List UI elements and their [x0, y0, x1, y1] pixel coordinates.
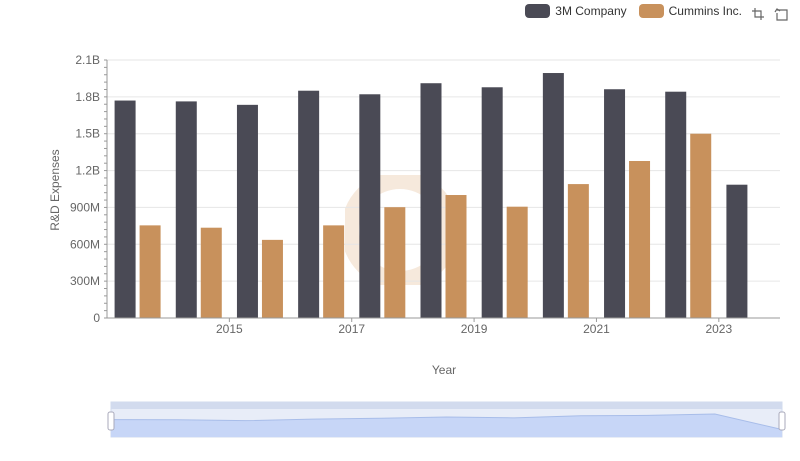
bar-cummins-2018[interactable]	[384, 207, 406, 318]
y-tick-label: 1.5B	[75, 127, 100, 141]
y-axis-label: R&D Expenses	[48, 149, 62, 230]
slider-top-bar[interactable]	[111, 402, 782, 409]
slider-preview-area	[111, 414, 782, 437]
bar-cummins-2019[interactable]	[445, 195, 467, 318]
slider-handle-left[interactable]	[107, 411, 115, 431]
y-tick-label: 900M	[70, 200, 100, 214]
bar-cummins-2022[interactable]	[629, 160, 651, 318]
x-tick-label: 2015	[216, 322, 243, 336]
legend-swatch-cummins	[638, 4, 664, 18]
x-tick-label: 2017	[338, 322, 365, 336]
bar-3m-2021[interactable]	[542, 73, 564, 318]
y-tick-label: 300M	[70, 274, 100, 288]
zoom-slider[interactable]	[107, 401, 786, 438]
y-axis: 0 300M 600M 900M 1.2B 1.5B 1.8B 2.1B	[70, 53, 108, 325]
bar-cummins-2015[interactable]	[200, 227, 222, 318]
bar-cummins-2021[interactable]	[567, 184, 589, 318]
bar-3m-2022[interactable]	[604, 89, 626, 319]
legend-item-cummins[interactable]: Cummins Inc.	[638, 4, 742, 18]
legend-item-3m[interactable]: 3M Company	[525, 4, 627, 18]
y-tick-label: 0	[93, 311, 100, 325]
legend-label-cummins: Cummins Inc.	[668, 4, 742, 18]
bar-3m-2020[interactable]	[481, 87, 503, 318]
y-tick-label: 600M	[70, 237, 100, 251]
legend-swatch-3m	[525, 4, 551, 18]
bar-3m-2023[interactable]	[665, 91, 687, 318]
bar-3m-2019[interactable]	[420, 83, 442, 318]
bar-cummins-2014[interactable]	[139, 225, 161, 318]
bar-3m-2018[interactable]	[359, 94, 381, 318]
x-tick-label: 2019	[461, 322, 488, 336]
bar-3m-2016[interactable]	[236, 104, 258, 318]
chart-toolbox	[750, 6, 790, 22]
bar-3m-2024[interactable]	[726, 184, 748, 318]
y-tick-label: 1.2B	[75, 164, 100, 178]
x-axis-label: Year	[432, 363, 456, 377]
slider-handle-right[interactable]	[778, 411, 786, 431]
bar-cummins-2023[interactable]	[690, 133, 712, 318]
x-tick-label: 2021	[583, 322, 610, 336]
zoom-icon[interactable]	[750, 6, 766, 22]
legend-label-3m: 3M Company	[555, 4, 627, 18]
y-tick-label: 1.8B	[75, 90, 100, 104]
bar-3m-2015[interactable]	[175, 101, 197, 318]
slider-preview-line	[110, 413, 783, 431]
x-axis: 2015 2017 2019 2021 2023	[107, 317, 780, 336]
chart-legend: 3M Company Cummins Inc.	[525, 4, 742, 18]
bar-cummins-2020[interactable]	[506, 206, 528, 318]
bars	[114, 73, 748, 319]
bar-cummins-2017[interactable]	[323, 225, 345, 318]
bar-3m-2017[interactable]	[298, 90, 320, 318]
y-tick-label: 2.1B	[75, 53, 100, 67]
bar-3m-2014[interactable]	[114, 100, 136, 319]
restore-icon[interactable]	[774, 6, 790, 22]
bar-cummins-2016[interactable]	[261, 239, 283, 318]
x-tick-label: 2023	[705, 322, 732, 336]
